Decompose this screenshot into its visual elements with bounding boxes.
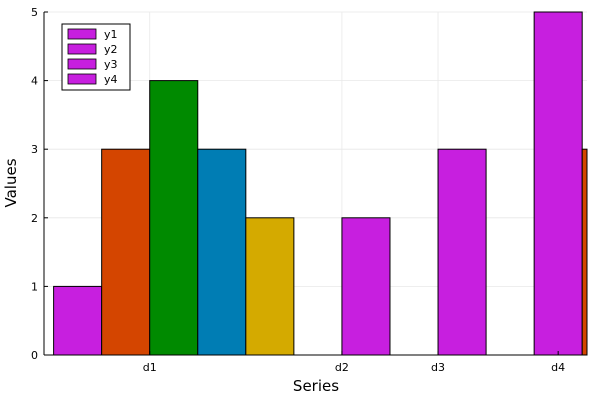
legend-swatch (67, 73, 97, 85)
y-axis-title: Values (2, 158, 20, 207)
bar-1 (53, 285, 103, 356)
legend-label: y2 (104, 43, 118, 56)
y-tick-label: 3 (31, 143, 38, 156)
x-tick-label: d2 (335, 361, 349, 374)
y-tick-label: 2 (31, 212, 38, 225)
y-tick-label: 0 (31, 349, 38, 362)
bar-5 (245, 217, 295, 356)
ticks-layer: 0 1 2 3 4 5 d1 d2 d3 d4 (31, 6, 565, 374)
bar-9 (581, 148, 588, 356)
legend-swatch (67, 28, 97, 40)
bar-2 (101, 148, 151, 356)
x-tick-label: d3 (431, 361, 445, 374)
y-tick-label: 4 (31, 75, 38, 88)
bar-7 (437, 148, 487, 356)
x-axis-title: Series (293, 377, 339, 395)
legend-label: y1 (104, 28, 118, 41)
legend: y1 y2 y3 y4 (61, 23, 131, 91)
axes-layer (43, 12, 587, 356)
y-tick-label: 1 (31, 280, 38, 293)
bar-8 (533, 11, 583, 356)
bar-3 (149, 80, 199, 356)
bar-6 (341, 217, 391, 356)
legend-label: y3 (104, 58, 118, 71)
legend-swatch (67, 43, 97, 55)
x-tick-label: d4 (551, 361, 565, 374)
y-tick-label: 5 (31, 6, 38, 19)
legend-swatch (67, 58, 97, 70)
bar-4 (197, 148, 247, 356)
x-tick-label: d1 (143, 361, 157, 374)
bars-layer (53, 11, 588, 356)
legend-label: y4 (104, 73, 118, 86)
